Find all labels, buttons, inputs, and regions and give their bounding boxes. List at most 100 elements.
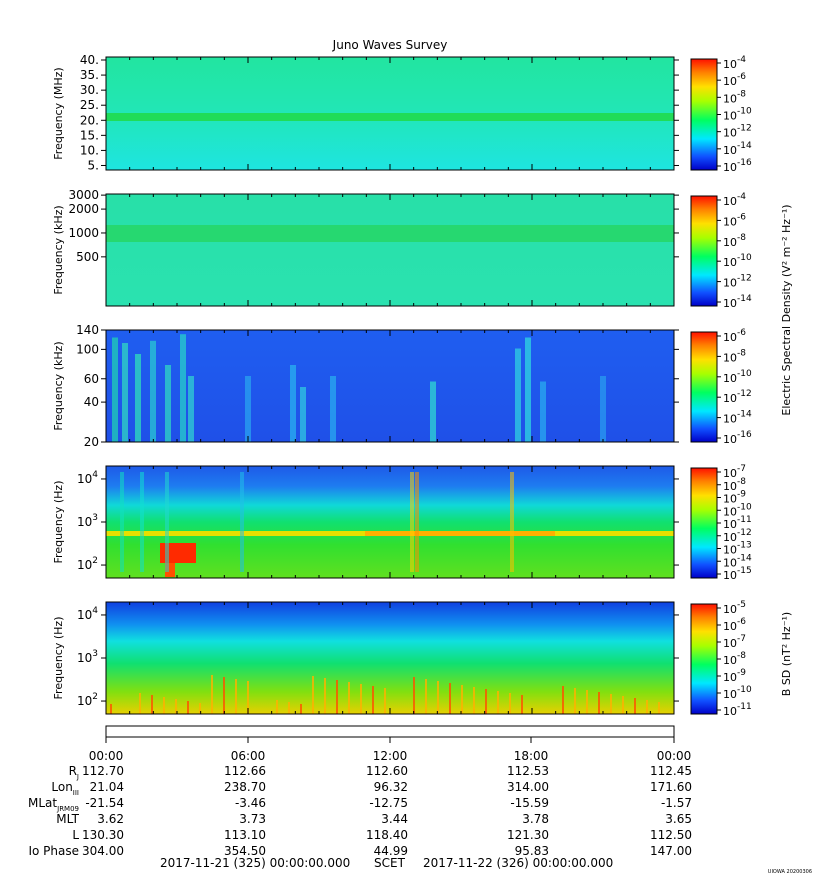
colorbar-tick-label: 10-14 — [723, 141, 752, 157]
footer-scet: SCET — [374, 856, 406, 870]
ephemeris-table: 00:00 06:00 12:00 18:00 00:00 RJ 112.70 112.66 1… — [28, 737, 692, 858]
spike — [372, 686, 374, 714]
ephemeris-row-sub: III — [73, 789, 79, 797]
y-tick-exponent: 2 — [92, 556, 98, 566]
colorbar-tick-label: 10-14 — [723, 410, 752, 426]
spike — [288, 702, 290, 714]
emission-streak — [600, 376, 606, 442]
ephemeris-row-label: RJ — [69, 764, 79, 781]
colorbar-tick-exponent: -7 — [737, 464, 746, 474]
y-tick-label: 104 — [77, 470, 98, 486]
colorbar-tick-exponent: -10 — [737, 107, 752, 117]
y-tick-label: 30. — [80, 83, 99, 97]
colorbar-tick-label: 10-11 — [723, 702, 752, 718]
y-tick-label: 104 — [77, 606, 98, 622]
colorbar-tick-label: 10-8 — [723, 651, 746, 667]
colorbar-tick-exponent: -10 — [737, 369, 752, 379]
ephemeris-value: 238.70 — [224, 780, 266, 794]
panel-1 — [105, 56, 675, 171]
colorbar — [690, 603, 718, 715]
footer-credit: UIOWA 20200306 — [768, 869, 812, 875]
y-tick-label: 35. — [80, 68, 99, 82]
ephemeris-row-sub: J — [76, 773, 79, 781]
colorbar-tick-label: 10-8 — [723, 348, 746, 364]
y-tick-label: 140 — [76, 323, 99, 337]
y-tick-label: 40 — [84, 395, 99, 409]
ephemeris-value: -12.75 — [369, 796, 408, 810]
colorbar-tick-exponent: -6 — [737, 617, 746, 627]
ephemeris-value: 118.40 — [366, 828, 408, 842]
colorbar-tick-exponent: -14 — [737, 410, 752, 420]
panel-4-tone-line-bright — [365, 531, 555, 536]
ephemeris-row-label: Io Phase — [28, 844, 79, 858]
spike — [324, 678, 326, 714]
colorbar-tick-label: 10-16 — [723, 158, 752, 174]
y-tick-label: 2000 — [68, 202, 99, 216]
emission-streak — [150, 340, 156, 442]
emission-streak — [330, 376, 336, 442]
y-tick-exponent: 2 — [92, 692, 98, 702]
ephemeris-value: 112.45 — [650, 764, 692, 778]
ephemeris-value: 121.30 — [507, 828, 549, 842]
colorbar-tick-label: 10-6 — [723, 72, 746, 88]
panel-2-band — [106, 225, 674, 242]
spike — [562, 686, 564, 714]
time-axis-bar — [105, 725, 675, 738]
spike — [139, 693, 141, 714]
colorbar-tick-label: 10-14 — [723, 294, 752, 310]
colorbar-tick-label: 10-4 — [723, 55, 746, 71]
spike — [497, 691, 499, 714]
panel-2-spectrogram — [106, 194, 674, 306]
ephemeris-row-label: MLatJRM09 — [28, 796, 79, 813]
ephemeris-value: 112.53 — [507, 764, 549, 778]
colorbar-tick-exponent: -15 — [737, 566, 752, 576]
ephemeris-value: 112.50 — [650, 828, 692, 842]
ephemeris-row-label: L — [72, 828, 79, 842]
ephemeris-row-sub: JRM09 — [56, 805, 79, 813]
time-label: 18:00 — [514, 749, 549, 763]
colorbars-layer: 10-410-610-810-1010-1210-1410-1610-410-6… — [690, 55, 752, 718]
ephemeris-value: -15.59 — [510, 796, 549, 810]
y-tick-exponent: 4 — [92, 606, 98, 616]
ephemeris-value: 314.00 — [507, 780, 549, 794]
y-axis-label: Frequency (MHz) — [52, 67, 65, 159]
colorbar-tick-label: 10-9 — [723, 668, 746, 684]
y-tick-label: 20 — [84, 435, 99, 449]
colorbar-tick-label: 10-10 — [723, 369, 752, 385]
panel-5-spikes — [110, 675, 660, 714]
panel-3 — [105, 329, 675, 443]
colorbar-tick-exponent: -13 — [737, 541, 752, 551]
spike — [509, 693, 511, 714]
spike — [610, 694, 612, 714]
emission-streak — [410, 472, 414, 572]
ephemeris-value: 112.60 — [366, 764, 408, 778]
colorbar-tick-exponent: -11 — [737, 515, 752, 525]
spike — [223, 677, 225, 714]
colorbar-tick-exponent: -14 — [737, 294, 752, 304]
time-label: 00:00 — [89, 749, 124, 763]
colorbar-tick-exponent: -16 — [737, 430, 752, 440]
colorbar — [690, 331, 718, 443]
colorbar-tick-label: 10-7 — [723, 634, 746, 650]
emission-streak — [245, 376, 251, 442]
colorbar-tick-label: 10-4 — [723, 192, 746, 208]
colorbar-tick-exponent: -10 — [737, 685, 752, 695]
spike — [437, 681, 439, 714]
colorbar — [690, 58, 718, 171]
y-tick-label: 15. — [80, 128, 99, 142]
ephemeris-value: 3.78 — [522, 812, 549, 826]
emission-streak — [165, 365, 171, 442]
colorbar-tick-label: 10-5 — [723, 600, 746, 616]
ephemeris-value: 3.65 — [665, 812, 692, 826]
colorbar-tick-exponent: -7 — [737, 634, 746, 644]
colorbar-tick-exponent: -8 — [737, 89, 746, 99]
ephemeris-value: 130.30 — [82, 828, 124, 842]
spike — [175, 699, 177, 714]
panel-5-spectrogram — [106, 602, 674, 714]
spike — [247, 681, 249, 714]
spike — [449, 683, 451, 714]
emission-streak — [112, 337, 118, 442]
time-label: 12:00 — [373, 749, 408, 763]
spike — [300, 704, 302, 714]
